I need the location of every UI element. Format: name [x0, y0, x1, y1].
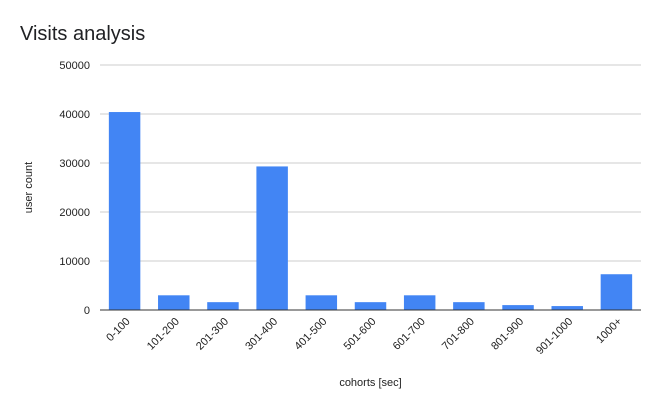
y-tick-label: 0: [84, 305, 90, 317]
x-tick-label: 401-500: [292, 316, 329, 353]
y-tick-labels: 0 10000 20000 30000 40000 50000: [59, 60, 90, 317]
gridlines: [100, 64, 641, 262]
y-tick-label: 20000: [59, 207, 90, 219]
x-tick-label: 501-600: [342, 316, 379, 353]
bar-1000+: [600, 274, 633, 310]
x-tick-label: 201-300: [194, 316, 231, 353]
x-tick-labels: 0-100 101-200 201-300 301-400 401-500 501-600…: [104, 316, 624, 357]
x-tick-label: 0-100: [104, 316, 132, 344]
x-tick-label: 1000+: [594, 316, 624, 346]
bar-801-900: [502, 305, 534, 310]
chart-title: Visits analysis: [20, 23, 145, 45]
x-tick-label: 701-800: [440, 316, 477, 353]
bar-901-1000: [551, 306, 583, 310]
bar-0-100: [108, 112, 141, 310]
x-axis-title: cohorts [sec]: [339, 377, 401, 389]
bar-501-600: [354, 302, 387, 310]
bar-401-500: [305, 295, 338, 310]
bar-301-400: [256, 166, 288, 310]
y-tick-label: 10000: [59, 256, 90, 268]
x-tick-label: 601-700: [391, 316, 428, 353]
bars: [108, 112, 633, 310]
y-tick-label: 40000: [59, 109, 90, 121]
y-tick-label: 30000: [59, 158, 90, 170]
bar-201-300: [207, 302, 239, 310]
x-tick-label: 101-200: [145, 316, 182, 353]
y-tick-label: 50000: [59, 60, 90, 72]
y-axis-title: user count: [23, 162, 35, 213]
bar-701-800: [453, 302, 485, 310]
bar-601-700: [403, 295, 436, 310]
bar-101-200: [158, 295, 190, 310]
x-tick-label: 301-400: [243, 316, 280, 353]
x-tick-label: 801-900: [489, 316, 526, 353]
x-tick-label: 901-1000: [534, 316, 575, 357]
